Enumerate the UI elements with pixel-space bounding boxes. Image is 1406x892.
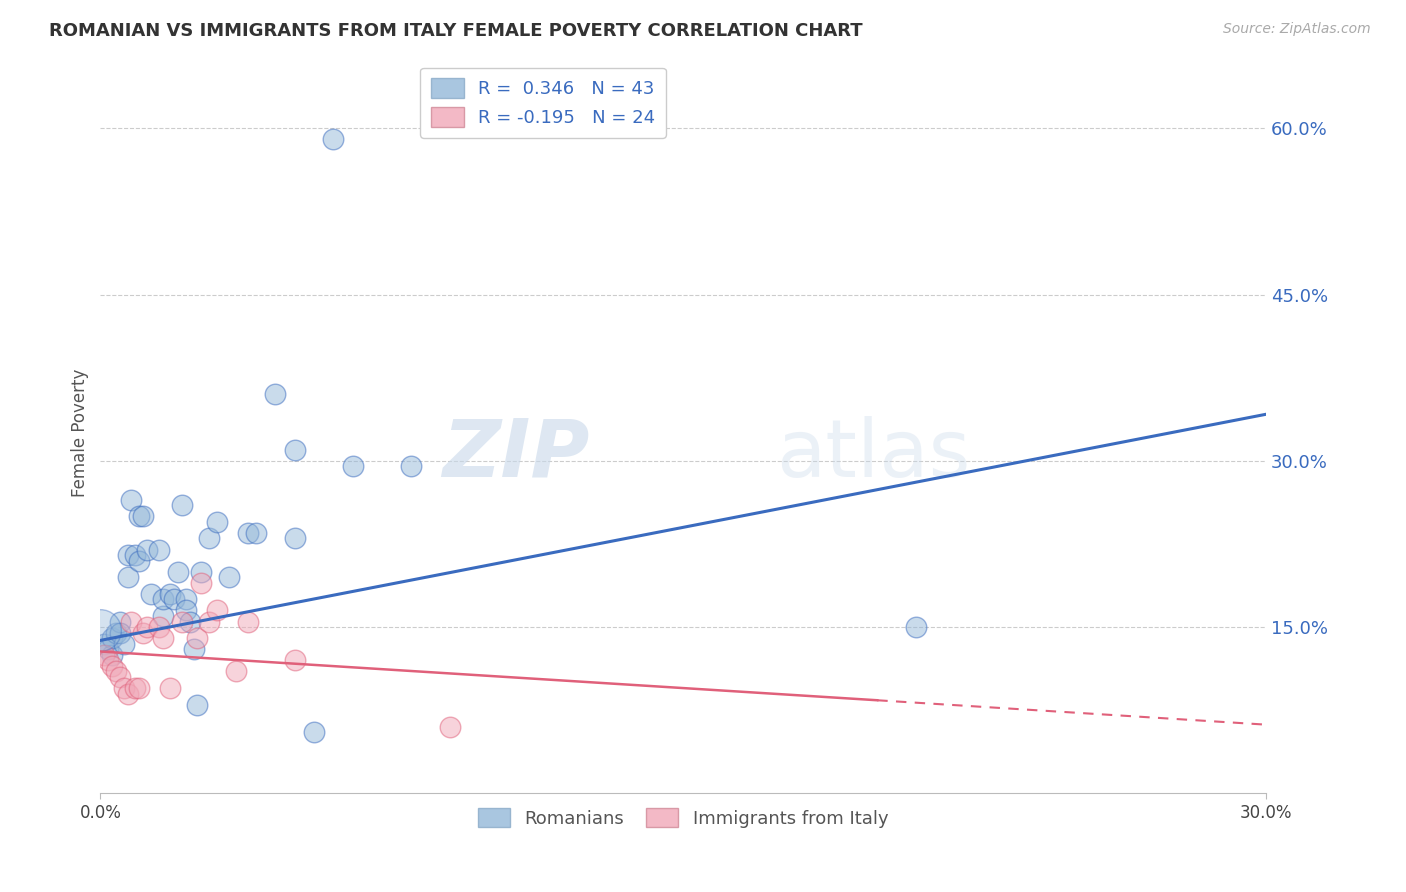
Point <box>101 648 124 662</box>
Point <box>225 665 247 679</box>
Point <box>152 592 174 607</box>
Point <box>284 653 307 667</box>
Point <box>124 681 146 695</box>
Point <box>284 532 307 546</box>
Point <box>97 653 120 667</box>
Point <box>108 615 131 629</box>
Point <box>245 525 267 540</box>
Point <box>97 642 120 657</box>
Point <box>170 498 193 512</box>
Point <box>124 548 146 562</box>
Point <box>112 681 135 695</box>
Point <box>167 565 190 579</box>
Point <box>342 459 364 474</box>
Y-axis label: Female Poverty: Female Poverty <box>72 369 89 498</box>
Point <box>205 515 228 529</box>
Point <box>152 609 174 624</box>
Point <box>174 592 197 607</box>
Point <box>120 492 142 507</box>
Point <box>190 575 212 590</box>
Legend: Romanians, Immigrants from Italy: Romanians, Immigrants from Italy <box>471 800 896 835</box>
Point <box>139 587 162 601</box>
Point <box>302 725 325 739</box>
Text: ROMANIAN VS IMMIGRANTS FROM ITALY FEMALE POVERTY CORRELATION CHART: ROMANIAN VS IMMIGRANTS FROM ITALY FEMALE… <box>49 22 863 40</box>
Point <box>136 620 159 634</box>
Point <box>132 625 155 640</box>
Point <box>148 620 170 634</box>
Point <box>170 615 193 629</box>
Point <box>905 620 928 634</box>
Text: Source: ZipAtlas.com: Source: ZipAtlas.com <box>1223 22 1371 37</box>
Point <box>159 587 181 601</box>
Point <box>117 548 139 562</box>
Point <box>117 570 139 584</box>
Text: atlas: atlas <box>776 416 970 494</box>
Point <box>128 681 150 695</box>
Point <box>104 665 127 679</box>
Point <box>236 525 259 540</box>
Point <box>198 532 221 546</box>
Point <box>128 509 150 524</box>
Point <box>183 642 205 657</box>
Point <box>132 509 155 524</box>
Point <box>190 565 212 579</box>
Point <box>218 570 240 584</box>
Point <box>399 459 422 474</box>
Point <box>93 648 115 662</box>
Point <box>174 603 197 617</box>
Text: ZIP: ZIP <box>443 416 589 494</box>
Point <box>198 615 221 629</box>
Point <box>117 687 139 701</box>
Point <box>163 592 186 607</box>
Point <box>236 615 259 629</box>
Point <box>148 542 170 557</box>
Point <box>159 681 181 695</box>
Point <box>101 631 124 645</box>
Point <box>104 625 127 640</box>
Point <box>179 615 201 629</box>
Point <box>93 637 115 651</box>
Point <box>101 659 124 673</box>
Point <box>136 542 159 557</box>
Point <box>120 615 142 629</box>
Point <box>186 631 208 645</box>
Point <box>186 698 208 712</box>
Point <box>439 720 461 734</box>
Point <box>284 442 307 457</box>
Point <box>264 387 287 401</box>
Point <box>112 637 135 651</box>
Point <box>152 631 174 645</box>
Point <box>205 603 228 617</box>
Point <box>89 624 111 638</box>
Point <box>322 132 344 146</box>
Point <box>108 625 131 640</box>
Point <box>108 670 131 684</box>
Point <box>128 553 150 567</box>
